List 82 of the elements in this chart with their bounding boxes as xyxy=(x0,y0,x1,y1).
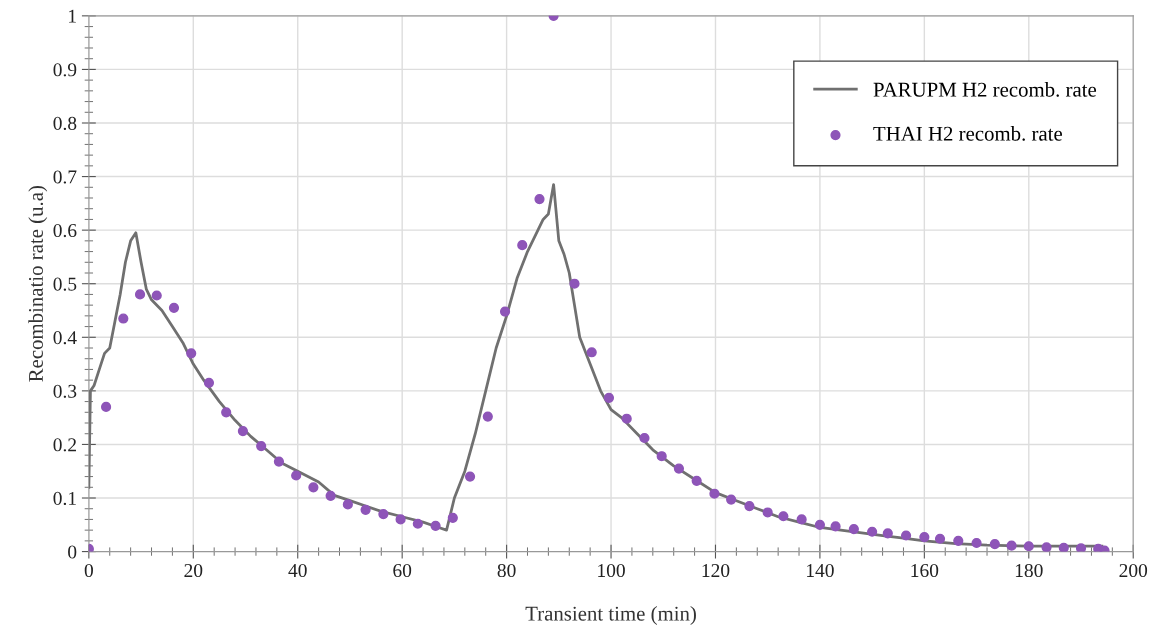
point xyxy=(778,511,789,522)
point xyxy=(118,313,129,324)
x-axis-title: Transient time (min) xyxy=(525,606,696,625)
point xyxy=(989,538,1000,550)
point xyxy=(499,306,511,317)
point xyxy=(971,537,982,549)
point xyxy=(134,289,146,300)
point xyxy=(603,392,615,403)
y-tick-label: 0.1 xyxy=(53,491,76,506)
point xyxy=(691,475,702,486)
y-tick-label: 1 xyxy=(69,9,76,23)
point xyxy=(221,407,232,418)
y-tick-label: 0 xyxy=(68,545,77,559)
point xyxy=(796,514,807,525)
point xyxy=(517,240,528,251)
point xyxy=(882,528,893,539)
point xyxy=(430,520,441,531)
point xyxy=(848,523,859,535)
point xyxy=(744,500,755,512)
y-tick-label: 0.6 xyxy=(53,223,77,238)
point xyxy=(203,377,215,388)
point xyxy=(726,494,737,505)
legend-label: THAI H2 recomb. rate xyxy=(873,126,1062,141)
point xyxy=(814,519,826,530)
point xyxy=(586,347,597,358)
y-tick-label: 0.3 xyxy=(53,384,77,398)
point xyxy=(378,508,389,520)
point xyxy=(830,521,841,532)
point xyxy=(395,514,406,525)
x-tick-label: 180 xyxy=(1015,563,1043,578)
point xyxy=(900,530,912,541)
x-tick-label: 160 xyxy=(911,563,939,578)
point xyxy=(656,451,667,462)
point xyxy=(534,193,545,205)
point xyxy=(291,470,302,481)
x-tick-label: 60 xyxy=(393,563,412,578)
point xyxy=(867,526,878,537)
point xyxy=(1023,541,1034,552)
x-tick-label: 200 xyxy=(1119,563,1148,578)
x-tick-label: 100 xyxy=(598,563,625,578)
point xyxy=(101,401,112,413)
point xyxy=(1041,542,1052,552)
point xyxy=(412,518,423,529)
point xyxy=(621,413,632,424)
y-axis-title: Recombinatio rate (u.a) xyxy=(28,186,48,382)
point xyxy=(186,348,197,359)
point xyxy=(569,278,580,289)
point xyxy=(1006,540,1017,551)
point xyxy=(308,482,319,493)
x-tick-label: 140 xyxy=(807,563,834,578)
y-tick-label: 0.7 xyxy=(53,170,77,184)
point xyxy=(482,411,493,422)
point xyxy=(325,490,336,501)
y-tick-label: 0.8 xyxy=(53,116,77,131)
point xyxy=(273,456,285,467)
point xyxy=(1075,543,1087,552)
point xyxy=(919,532,930,543)
point xyxy=(953,535,964,546)
point xyxy=(673,463,685,474)
point xyxy=(342,499,353,510)
point xyxy=(237,425,248,437)
x-tick-label: 40 xyxy=(288,563,307,578)
y-tick-label: 0.5 xyxy=(53,277,77,291)
point xyxy=(168,302,180,313)
point xyxy=(447,512,458,523)
y-tick-label: 0.4 xyxy=(53,331,77,345)
point xyxy=(464,471,476,482)
x-tick-label: 120 xyxy=(702,563,730,578)
point xyxy=(1058,542,1069,552)
legend-label: PARUPM H2 recomb. rate xyxy=(873,82,1097,97)
point xyxy=(639,432,650,444)
point xyxy=(934,533,946,544)
point xyxy=(762,507,773,518)
x-tick-label: 20 xyxy=(184,563,203,578)
y-tick-label: 0.9 xyxy=(53,63,77,77)
y-tick-label: 0.2 xyxy=(53,438,76,452)
x-tick-label: 0 xyxy=(84,563,93,578)
point xyxy=(360,504,371,515)
point xyxy=(151,290,162,301)
point xyxy=(709,488,720,499)
point xyxy=(256,440,267,452)
x-tick-label: 80 xyxy=(497,563,516,578)
